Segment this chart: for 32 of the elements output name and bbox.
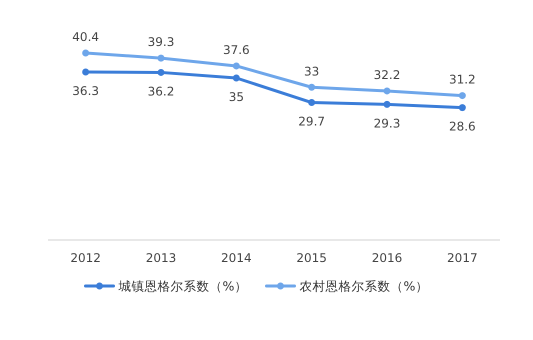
x-tick-label: 2017	[447, 251, 478, 265]
data-label: 29.7	[298, 114, 326, 129]
point	[308, 84, 316, 91]
data-label: 39.3	[148, 35, 174, 50]
point	[384, 87, 390, 94]
data-label: 40.4	[72, 30, 100, 44]
x-tick-label: 2012	[70, 251, 101, 265]
point	[82, 68, 90, 76]
data-label: 37.6	[222, 42, 250, 57]
data-label: 36.2	[148, 84, 174, 98]
data-label: 35	[228, 90, 244, 104]
point	[232, 62, 240, 70]
point	[384, 100, 390, 108]
data-label: 31.2	[448, 72, 476, 87]
data-label: 28.6	[448, 120, 476, 134]
x-tick-label: 2015	[296, 251, 327, 265]
point	[82, 50, 90, 56]
legend-label: 农村恩格尔系数（%）	[300, 278, 428, 294]
x-tick-label: 2013	[146, 251, 176, 265]
point	[308, 99, 316, 106]
legend-label: 城镇恩格尔系数（%）	[118, 278, 248, 294]
point	[458, 104, 466, 112]
x-tick-label: 2014	[221, 251, 252, 265]
point	[158, 68, 164, 76]
point	[458, 92, 466, 100]
point	[232, 74, 240, 82]
data-label: 32.2	[374, 68, 400, 82]
data-label: 36.3	[72, 84, 100, 98]
data-label: 29.3	[374, 116, 400, 130]
point	[158, 54, 164, 62]
x-tick-label: 2016	[372, 251, 402, 265]
data-label: 33	[304, 64, 320, 78]
